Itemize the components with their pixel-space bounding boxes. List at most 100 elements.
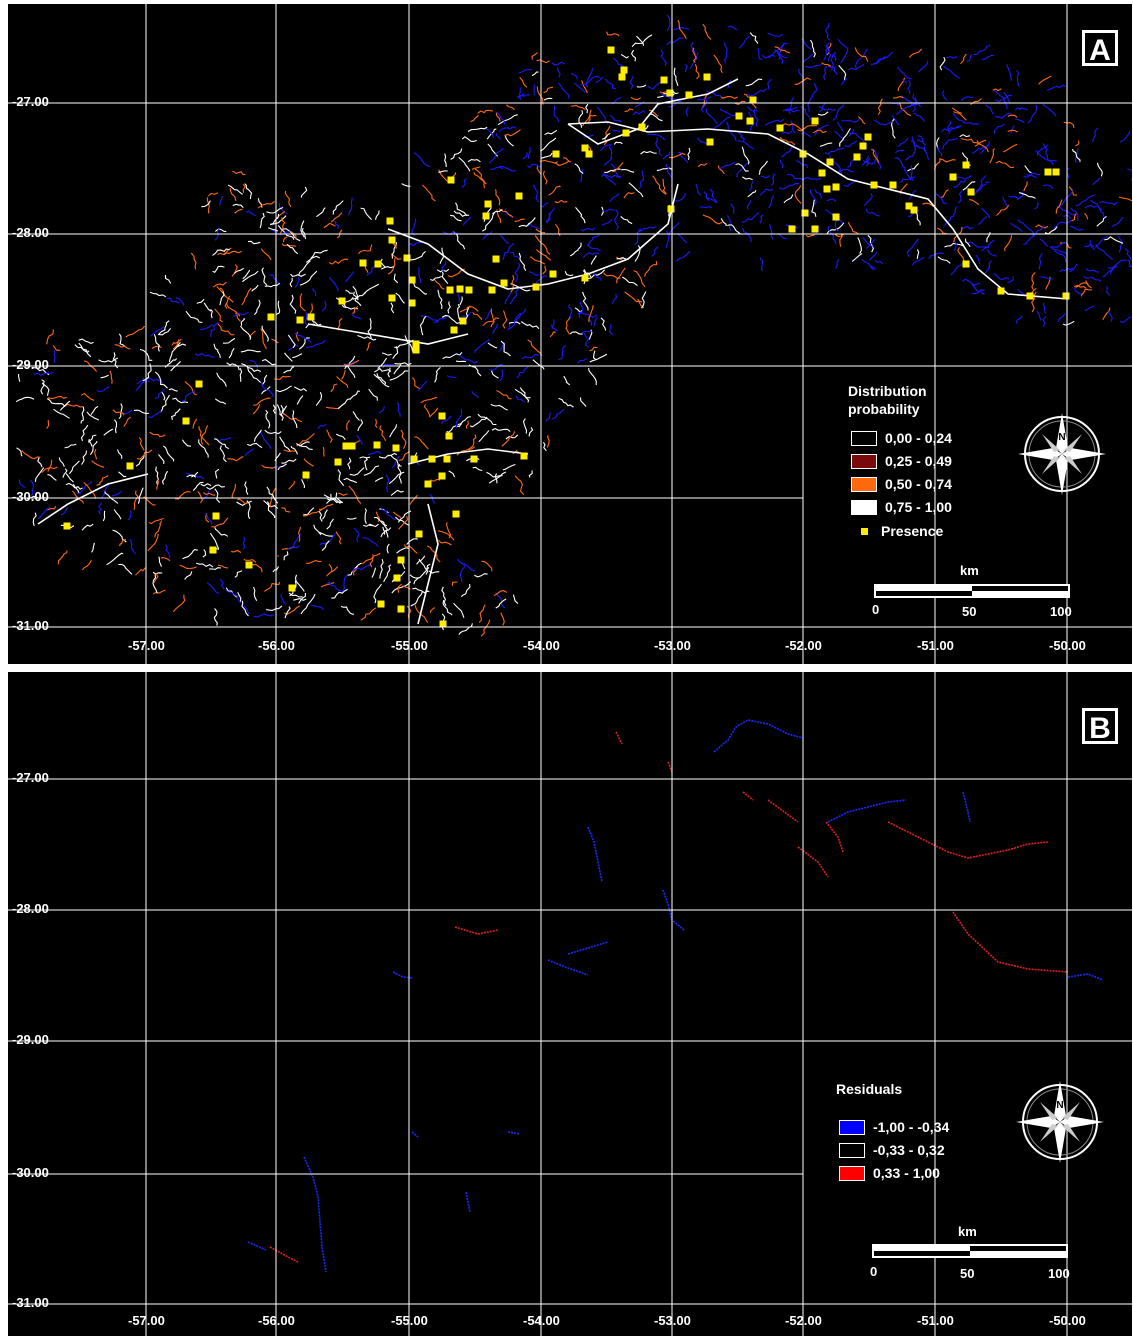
graticule-b xyxy=(8,672,1132,1336)
panel-label-a: A xyxy=(1082,30,1118,67)
presence-point xyxy=(967,188,975,196)
positive-residual-stream xyxy=(742,791,754,801)
presence-point xyxy=(267,313,275,321)
presence-point xyxy=(342,442,350,450)
presence-point xyxy=(660,76,668,84)
presence-point xyxy=(703,73,711,81)
presence-point xyxy=(749,96,757,104)
x-tick-label-b: -52.00 xyxy=(785,1313,822,1328)
negative-residual-stream xyxy=(547,959,589,976)
presence-point xyxy=(459,317,467,325)
negative-residual-stream xyxy=(587,826,603,883)
presence-point xyxy=(853,153,861,161)
negative-residual-stream xyxy=(567,941,609,955)
presence-point xyxy=(452,510,460,518)
presence-point xyxy=(428,455,436,463)
presence-point xyxy=(446,286,454,294)
presence-point xyxy=(397,556,405,564)
presence-point xyxy=(532,283,540,291)
negative-residual-stream xyxy=(411,1131,419,1138)
residual-class-1: -1,00 - -0,34 xyxy=(839,1118,949,1136)
presence-point xyxy=(666,89,674,97)
presence-point xyxy=(864,133,872,141)
scale-label-0-b: 0 xyxy=(870,1264,878,1279)
positive-residual-stream xyxy=(767,799,799,823)
swatch-residual-1 xyxy=(839,1119,865,1135)
presence-point xyxy=(338,297,346,305)
y-tick-label-a: -27.00 xyxy=(12,94,49,109)
presence-point xyxy=(1062,292,1070,300)
presence-point xyxy=(209,546,217,554)
presence-point xyxy=(470,455,478,463)
presence-point xyxy=(212,512,220,520)
legend-presence: Presence xyxy=(851,522,943,540)
presence-point xyxy=(408,299,416,307)
scale-label-0-a: 0 xyxy=(872,602,880,617)
presence-point xyxy=(447,176,455,184)
legend-residuals: Residuals -1,00 - -0,34 -0,33 - 0,32 0,3… xyxy=(836,1080,949,1181)
negative-residual-stream xyxy=(247,1241,267,1251)
presence-point xyxy=(348,442,356,450)
presence-point xyxy=(870,181,878,189)
presence-point xyxy=(438,472,446,480)
x-tick-label-b: -54.00 xyxy=(523,1313,560,1328)
presence-point xyxy=(492,255,500,263)
legend-class-3-label: 0,50 - 0,74 xyxy=(885,476,952,492)
x-tick-label-a: -56.00 xyxy=(258,638,295,653)
scale-seg-1-b xyxy=(874,1246,970,1251)
presence-point xyxy=(439,620,447,628)
legend-residuals-title: Residuals xyxy=(836,1081,903,1097)
presence-point xyxy=(581,144,589,152)
swatch-class-4 xyxy=(851,499,877,515)
presence-point xyxy=(397,605,405,613)
presence-point xyxy=(403,254,411,262)
presence-point xyxy=(818,169,826,177)
x-tick-label-b: -50.00 xyxy=(1049,1313,1086,1328)
scale-label-50-b: 50 xyxy=(960,1266,975,1281)
y-tick-label-a: -29.00 xyxy=(12,357,49,372)
scale-bar-b: km 0 50 100 xyxy=(870,1222,1080,1292)
positive-residual-stream xyxy=(615,731,623,745)
legend-class-4: 0,75 - 1,00 xyxy=(851,498,952,516)
scale-label-100-a: 100 xyxy=(1050,604,1072,619)
presence-point xyxy=(667,205,675,213)
presence-point xyxy=(412,340,420,348)
positive-residual-stream xyxy=(825,821,844,853)
presence-point xyxy=(735,112,743,120)
presence-point xyxy=(905,202,913,210)
presence-point xyxy=(450,326,458,334)
negative-residual-stream xyxy=(465,1191,471,1213)
presence-point xyxy=(746,117,754,125)
presence-point xyxy=(607,46,615,54)
presence-point xyxy=(377,600,385,608)
presence-marker-icon xyxy=(861,527,868,535)
negative-residual-stream xyxy=(392,971,414,979)
compass-letter-b: N xyxy=(1056,1100,1063,1111)
presence-point xyxy=(408,276,416,284)
legend-class-1: 0,00 - 0,24 xyxy=(851,429,952,447)
presence-point xyxy=(334,458,342,466)
presence-point xyxy=(776,124,784,132)
presence-point xyxy=(1026,292,1034,300)
presence-point xyxy=(826,158,834,166)
presence-point xyxy=(488,286,496,294)
presence-point xyxy=(788,225,796,233)
swatch-class-2 xyxy=(851,453,877,469)
scale-unit-a: km xyxy=(960,563,979,578)
presence-point xyxy=(823,185,831,193)
swatch-class-3 xyxy=(851,476,877,492)
stream-network-a xyxy=(15,14,1132,637)
x-tick-label-b: -56.00 xyxy=(258,1313,295,1328)
main-river-line xyxy=(407,448,529,465)
presence-point xyxy=(438,412,446,420)
swatch-residual-3 xyxy=(839,1165,865,1181)
presence-point xyxy=(412,346,420,354)
main-river-line xyxy=(417,503,439,625)
presence-point xyxy=(1044,168,1052,176)
presence-point xyxy=(424,480,432,488)
panel-label-b: B xyxy=(1082,708,1118,745)
positive-residual-stream xyxy=(454,926,499,935)
scale-seg-2-b xyxy=(970,1251,1066,1256)
presence-point xyxy=(859,142,867,150)
presence-point xyxy=(706,138,714,146)
